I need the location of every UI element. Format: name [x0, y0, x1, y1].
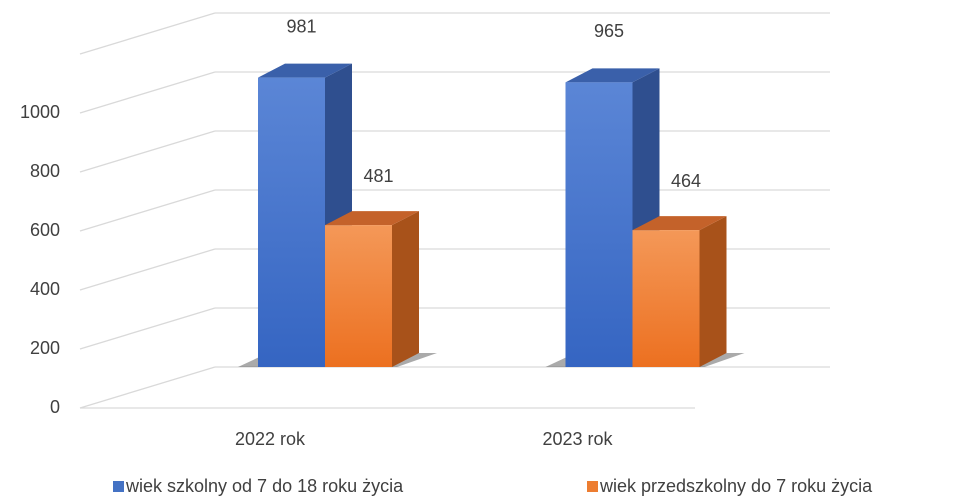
x-tick-label: 2023 rok [542, 429, 613, 449]
y-tick-label: 200 [30, 338, 60, 358]
bar-top [258, 63, 352, 78]
grid-line [79, 130, 216, 173]
y-tick-label: 800 [30, 161, 60, 181]
data-label: 965 [594, 21, 624, 41]
bar-top [632, 216, 727, 231]
legend-swatch [113, 481, 124, 492]
y-tick-label: 600 [30, 220, 60, 240]
legend-label: wiek szkolny od 7 do 18 roku życia [125, 476, 404, 496]
bar-top [325, 211, 419, 226]
y-tick-label: 0 [50, 397, 60, 417]
data-label: 464 [671, 171, 701, 191]
data-label: 481 [363, 166, 393, 186]
data-label: 981 [286, 16, 316, 36]
bar-side [392, 211, 419, 367]
bar [632, 230, 700, 367]
grid-line [79, 189, 216, 232]
x-tick-label: 2022 rok [235, 429, 306, 449]
bar-top [565, 68, 660, 83]
y-tick-label: 400 [30, 279, 60, 299]
grid-line [79, 307, 216, 350]
legend-label: wiek przedszkolny do 7 roku życia [599, 476, 873, 496]
legend-swatch [587, 481, 598, 492]
grid-line [79, 248, 216, 291]
bar [258, 77, 325, 367]
bar [325, 225, 392, 367]
y-tick-label: 1000 [20, 102, 60, 122]
grid-line [79, 71, 216, 114]
bar-side [699, 216, 727, 367]
grid-line [79, 12, 216, 55]
grid-line [79, 366, 216, 409]
bar [565, 82, 633, 367]
